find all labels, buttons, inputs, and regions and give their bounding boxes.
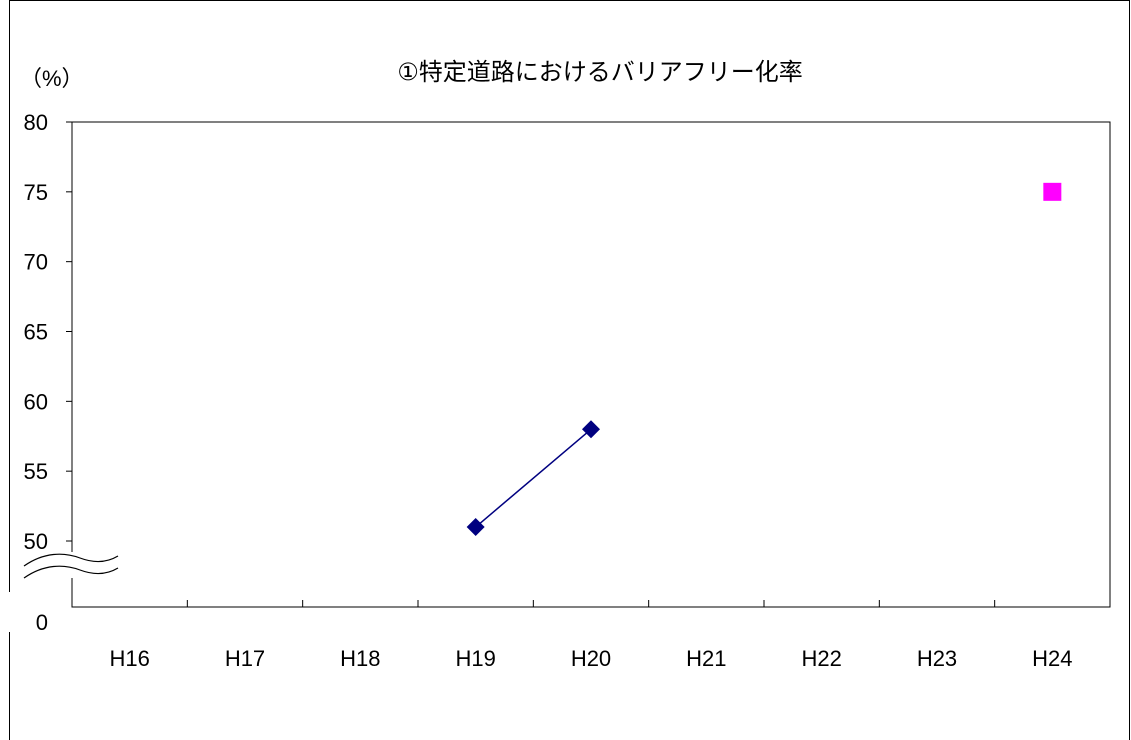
y-tick-label: 80 [24,110,48,135]
data-point-diamond [466,518,485,537]
y-tick-label: 75 [24,180,48,205]
y-tick-label: 50 [24,529,48,554]
x-tick-label: H19 [455,646,495,671]
axis-break-symbol [22,552,119,579]
x-tick-label: H17 [225,646,265,671]
y-tick-label: 60 [24,389,48,414]
data-point-square [1043,182,1062,201]
x-tick-label: H22 [801,646,841,671]
x-tick-label: H18 [340,646,380,671]
series-line [475,428,592,528]
x-tick-label: H23 [917,646,957,671]
x-tick-label: H16 [109,646,149,671]
chart-frame [9,0,1130,740]
chart-title: ①特定道路におけるバリアフリー化率 [397,58,803,86]
y-tick-label: 55 [24,459,48,484]
x-tick-label: H21 [686,646,726,671]
y-tick-label-zero: 0 [36,610,48,635]
y-axis: 80 75 70 65 60 55 50 [24,110,72,554]
plot-area [71,121,1111,608]
x-tick-label: H24 [1032,646,1072,671]
y-tick-label: 70 [24,250,48,275]
x-axis: H16 H17 H18 H19 H20 H21 H22 H23 H24 [109,600,1073,671]
y-tick-label: 65 [24,320,48,345]
y-axis-unit-label: （%） [20,66,84,91]
frame-gap [0,592,20,632]
data-point-diamond [582,420,600,439]
series-layer [466,182,1062,537]
x-tick-label: H20 [571,646,611,671]
